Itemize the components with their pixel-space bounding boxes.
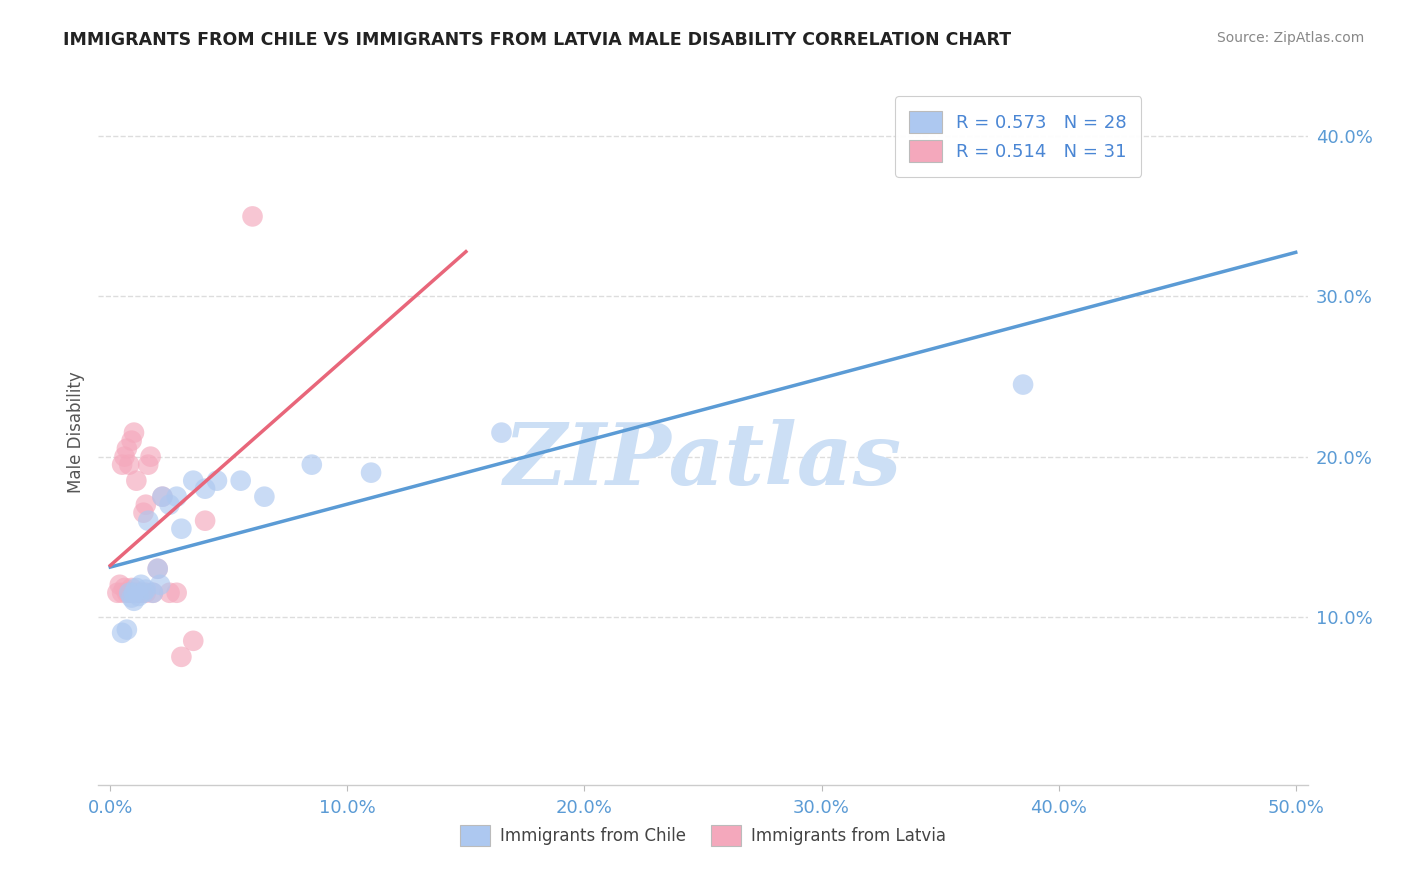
Point bbox=[115, 442, 138, 456]
Point bbox=[114, 450, 136, 464]
Point bbox=[111, 458, 134, 472]
Point bbox=[146, 562, 169, 576]
Point bbox=[122, 586, 145, 600]
Point bbox=[111, 586, 134, 600]
Point bbox=[114, 581, 136, 595]
Point bbox=[142, 586, 165, 600]
Point bbox=[301, 458, 323, 472]
Point bbox=[170, 522, 193, 536]
Point bbox=[121, 591, 143, 605]
Point bbox=[135, 498, 157, 512]
Point bbox=[194, 482, 217, 496]
Point bbox=[166, 490, 188, 504]
Point bbox=[121, 581, 143, 595]
Point bbox=[194, 514, 217, 528]
Point bbox=[105, 586, 128, 600]
Point bbox=[118, 586, 141, 600]
Point bbox=[242, 210, 264, 224]
Point bbox=[253, 490, 276, 504]
Point bbox=[159, 586, 181, 600]
Point bbox=[129, 586, 152, 600]
Point bbox=[181, 633, 204, 648]
Point bbox=[136, 514, 159, 528]
Point bbox=[135, 586, 157, 600]
Point bbox=[181, 474, 204, 488]
Point bbox=[115, 623, 138, 637]
Point bbox=[229, 474, 252, 488]
Point bbox=[152, 490, 174, 504]
Point bbox=[118, 458, 141, 472]
Point bbox=[129, 578, 152, 592]
Point bbox=[132, 506, 155, 520]
Point bbox=[135, 582, 157, 597]
Point bbox=[122, 425, 145, 440]
Point bbox=[139, 450, 162, 464]
Point bbox=[128, 589, 150, 603]
Text: IMMIGRANTS FROM CHILE VS IMMIGRANTS FROM LATVIA MALE DISABILITY CORRELATION CHAR: IMMIGRANTS FROM CHILE VS IMMIGRANTS FROM… bbox=[63, 31, 1011, 49]
Point bbox=[205, 474, 228, 488]
Point bbox=[125, 474, 148, 488]
Point bbox=[142, 586, 165, 600]
Text: Source: ZipAtlas.com: Source: ZipAtlas.com bbox=[1216, 31, 1364, 45]
Point bbox=[118, 586, 141, 600]
Point bbox=[360, 466, 382, 480]
Point bbox=[125, 581, 148, 595]
Point bbox=[170, 649, 193, 664]
Y-axis label: Male Disability: Male Disability bbox=[66, 372, 84, 493]
Point bbox=[1012, 377, 1035, 392]
Point bbox=[491, 425, 513, 440]
Point bbox=[115, 586, 138, 600]
Point bbox=[146, 562, 169, 576]
Point bbox=[108, 578, 131, 592]
Text: ZIPatlas: ZIPatlas bbox=[503, 419, 903, 502]
Point bbox=[122, 594, 145, 608]
Point bbox=[132, 586, 155, 600]
Point bbox=[111, 625, 134, 640]
Point bbox=[121, 434, 143, 448]
Legend: Immigrants from Chile, Immigrants from Latvia: Immigrants from Chile, Immigrants from L… bbox=[451, 817, 955, 855]
Point bbox=[136, 458, 159, 472]
Point bbox=[152, 490, 174, 504]
Point bbox=[128, 586, 150, 600]
Point bbox=[166, 586, 188, 600]
Point bbox=[159, 498, 181, 512]
Point bbox=[149, 578, 172, 592]
Point bbox=[122, 586, 145, 600]
